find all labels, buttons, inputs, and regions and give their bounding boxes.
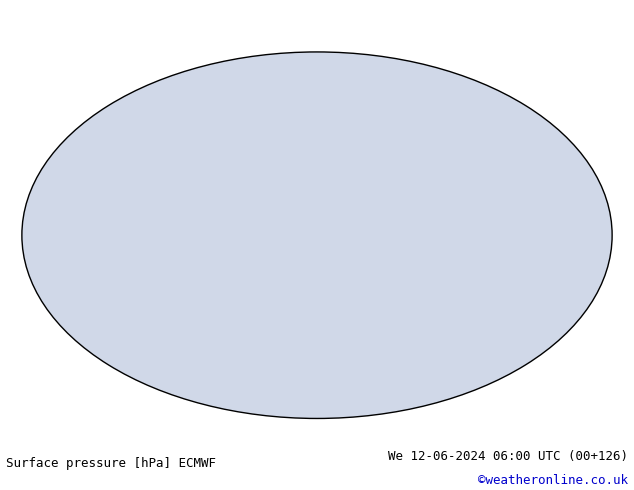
Text: Surface pressure [hPa] ECMWF: Surface pressure [hPa] ECMWF	[6, 457, 216, 469]
Text: We 12-06-2024 06:00 UTC (00+126): We 12-06-2024 06:00 UTC (00+126)	[387, 450, 628, 463]
Ellipse shape	[22, 52, 612, 418]
Text: ©weatheronline.co.uk: ©weatheronline.co.uk	[477, 474, 628, 487]
